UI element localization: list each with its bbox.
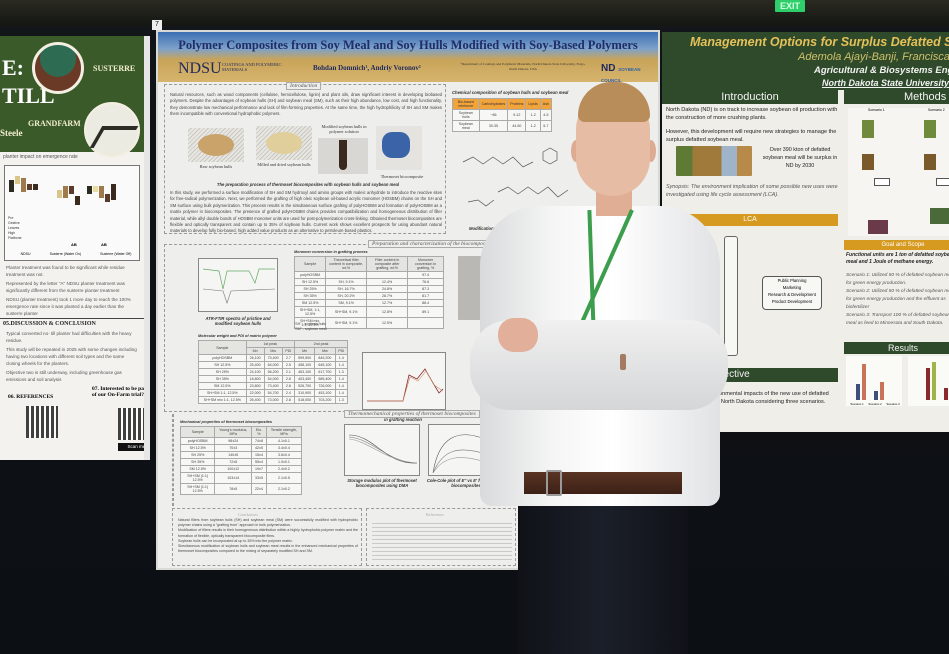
thermomechanical-section [172,414,174,506]
results-bullet: NDSU (planter treatment) took 1 more day… [6,297,131,316]
exit-sign: EXIT [775,0,805,12]
scenario-list: Scenario 1: Utilized 50 % of defatted so… [846,273,949,326]
references-heading: 06. REFERENCES [8,394,54,400]
emergence-chart: Pre Gestive Leaves High Flatbone AB AB N… [4,165,140,261]
results-chart-2 [908,356,949,406]
references-list [372,520,512,560]
introduction-text: Natural resources, such as wood componen… [170,92,442,117]
grandfarm-logo-icon [84,102,140,158]
chemical-structure-diagram [462,147,569,207]
hair [578,82,650,122]
gpc-chromatogram-graph [362,352,446,410]
study-text: In this study, we performed a surface mo… [170,190,442,234]
soybean-images [676,146,752,176]
lca-uses-box: Public Planning Marketing Research & Dev… [762,276,822,310]
lca-heading: LCA [662,214,838,226]
chart-legend: Pre Gestive Leaves High Flatbone [8,216,22,240]
right-poster-title: Management Options for Surplus Defatted … [690,35,949,49]
ear-right [646,140,656,162]
right-poster-department: Agricultural & Biosystems Engineer [814,65,949,76]
discussion-bullet: Objective two is still underway, includi… [6,370,122,382]
introduction-heading: Introduction [662,90,838,104]
composition-table: Bio-based reinforcer Carbohydrates Protein… [452,98,553,132]
presenter [470,70,730,654]
objective-text: Quantify the environmental impacts of th… [675,391,829,405]
methods-scenario-diagram: Scenario 1 Scenario 2 [848,108,949,236]
trial-heading: 07. Interested to be part of our On-Farm… [92,386,149,398]
center-poster-title: Polymer Composites from Soy Meal and Soy… [178,38,638,52]
lca-flow-bar [724,236,738,356]
susterre-logo-icon [32,42,84,94]
raw-soybean-hulls-photo [188,128,244,162]
storage-modulus-graph [344,424,420,476]
discussion-bullet: Typical converted no- till planter had d… [6,331,132,343]
results-bullet: Represented by the letter "A" NDSU plant… [6,281,125,293]
thermomechanical-heading: Thermomechanical properties of thermoset… [344,410,480,418]
hand [498,318,538,352]
references-qr-code-icon[interactable] [26,406,58,438]
references-section [366,508,516,566]
belt [524,472,682,494]
poster-number: 7 [152,20,162,30]
ndsu-department: COATINGS AND POLYMERIC MATERIALS [222,62,282,72]
results-chart-1: Scenario 1 Scenario 2 Scenario 3 [846,356,902,406]
right-poster: Management Options for Surplus Defatted … [662,32,949,432]
left-poster: E: TILL SUSTERRE GRANDFARM Steele plante… [0,36,150,460]
composition-table-title: Chemical composition of soybean hulls an… [452,90,569,95]
author-fragment: Steele [0,128,23,138]
methods-heading: Methods [844,90,949,104]
intro-text-1: North Dakota (ND) is on track to increas… [666,107,838,121]
susterre-label: SUSTERRE [93,64,136,73]
pants [518,494,688,654]
wristband [620,354,626,370]
thermoset-biocomposite-photo [376,126,422,170]
surplus-bullet: Over 390 kton of defatted soybean meal w… [762,147,838,169]
results-heading: Results [844,342,949,354]
ndsu-logo: NDSU [178,60,222,77]
chart-caption: planter impact on emergence rate [3,154,78,160]
goal-text: Functional units are 1 ton of defatted s… [846,252,949,265]
center-poster-authors: Bohdan Domnich¹, Andriy Voronov¹ [313,64,421,72]
discussion-heading: 05.DISCUSSION & CONCLUSION [0,318,144,329]
trial-qr-code-icon[interactable] [118,408,144,440]
results-bullet: Planter treatment was found to be signif… [6,265,125,277]
conclusions-list: Natural fillers from soybean hulls (SH) … [178,518,358,554]
molecular-weight-table: Sample 1st peak 2nd peak Mn Mw PDI Mn Mw PDI po… [198,340,349,404]
chart-x-axis: NDSU Susterre (Water On) Susterre (Water… [20,252,132,256]
conclusions-section [172,508,362,566]
right-poster-header: Management Options for Surplus Defatted … [662,32,949,90]
ceiling [0,0,949,26]
right-poster-authors: Ademola Ajayi-Banji, Francisca K [798,51,949,63]
milled-soybean-hulls-photo [256,126,312,160]
intro-text-2: However, this development will require n… [666,129,837,143]
center-poster: Polymer Composites from Soy Meal and Soy… [156,30,660,570]
right-poster-university: North Dakota State University, Fa [822,78,949,88]
ftir-spectra-graph [198,258,278,312]
synopsis-text: Synopsis: The environment implication of… [666,184,838,198]
goal-scope-heading: Goal and Scope [844,240,949,250]
grandfarm-label: GRANDFARM [28,119,81,128]
modified-soybean-hulls-photo [318,138,368,174]
scan-me-label: Scan me! [118,443,144,451]
discussion-bullet: This study will be repeated in 2025 with… [6,347,137,366]
center-poster-banner: Polymer Composites from Soy Meal and Soy… [158,32,658,83]
introduction-heading: Introduction [286,82,322,90]
center-poster-affiliation: ¹Department of Coatings and Polymeric Ma… [460,62,586,71]
left-poster-header: E: TILL SUSTERRE GRANDFARM Steele [0,36,144,158]
process-caption: The preparation process of thermoset bio… [216,182,400,187]
conversion-notes: "SH" - soybean hulls "SM" - soybean meal [294,322,327,331]
soybean-council-logo: ND SOYBEAN COUNCIL [601,63,641,83]
belt-buckle [546,470,562,496]
mechanical-properties-table: Sample Young's modulus, MPa Elo. % Tensile … [179,426,303,495]
monomer-conversion-table: Sample Theoretical filler content in comp… [293,256,444,329]
